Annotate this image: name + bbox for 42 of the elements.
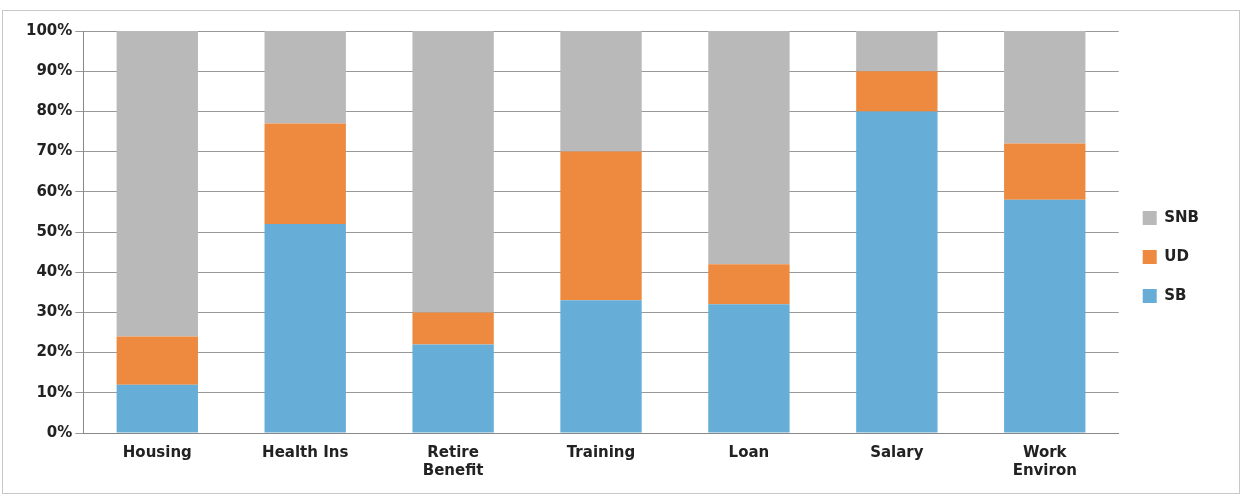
- x-tick-label: Work Environ: [1012, 442, 1077, 479]
- x-tick-label: Health Ins: [262, 442, 349, 461]
- bar: [560, 31, 642, 152]
- y-tick-label: 40%: [36, 262, 73, 281]
- x-tick-label: Salary: [870, 442, 924, 461]
- bar: [708, 304, 790, 433]
- x-tick-label: Loan: [728, 442, 770, 461]
- y-tick-label: 80%: [36, 101, 73, 120]
- x-tick-label: Training: [566, 442, 636, 461]
- bar: [708, 264, 790, 305]
- bar: [116, 31, 198, 337]
- bar: [856, 31, 938, 72]
- bar: [116, 336, 198, 385]
- bar: [1004, 199, 1086, 433]
- y-tick-label: 90%: [36, 61, 73, 80]
- y-tick-label: 50%: [36, 221, 73, 240]
- x-tick-label: Housing: [122, 442, 192, 461]
- y-tick-label: 60%: [36, 181, 73, 200]
- bar: [412, 344, 494, 433]
- bar: [560, 151, 642, 301]
- bar: [708, 31, 790, 265]
- bar: [264, 123, 346, 224]
- legend-label: SNB: [1164, 207, 1200, 226]
- bar: [1004, 31, 1086, 144]
- y-tick-label: 70%: [36, 141, 73, 160]
- bar: [1004, 143, 1086, 200]
- bar: [264, 223, 346, 433]
- bar: [412, 312, 494, 345]
- x-tick-label: Retire Benefit: [422, 442, 484, 479]
- bar: [412, 31, 494, 313]
- bar: [264, 31, 346, 124]
- y-tick-label: 20%: [36, 342, 73, 361]
- bar: [856, 111, 938, 433]
- bar: [116, 384, 198, 433]
- bar: [856, 71, 938, 112]
- y-tick-label: 30%: [36, 302, 73, 321]
- y-tick-label: 100%: [26, 20, 73, 39]
- legend-label: SB: [1164, 285, 1187, 304]
- y-tick-label: 0%: [46, 422, 73, 441]
- legend-label: UD: [1164, 246, 1189, 265]
- y-tick-label: 10%: [36, 382, 73, 401]
- bar: [560, 300, 642, 433]
